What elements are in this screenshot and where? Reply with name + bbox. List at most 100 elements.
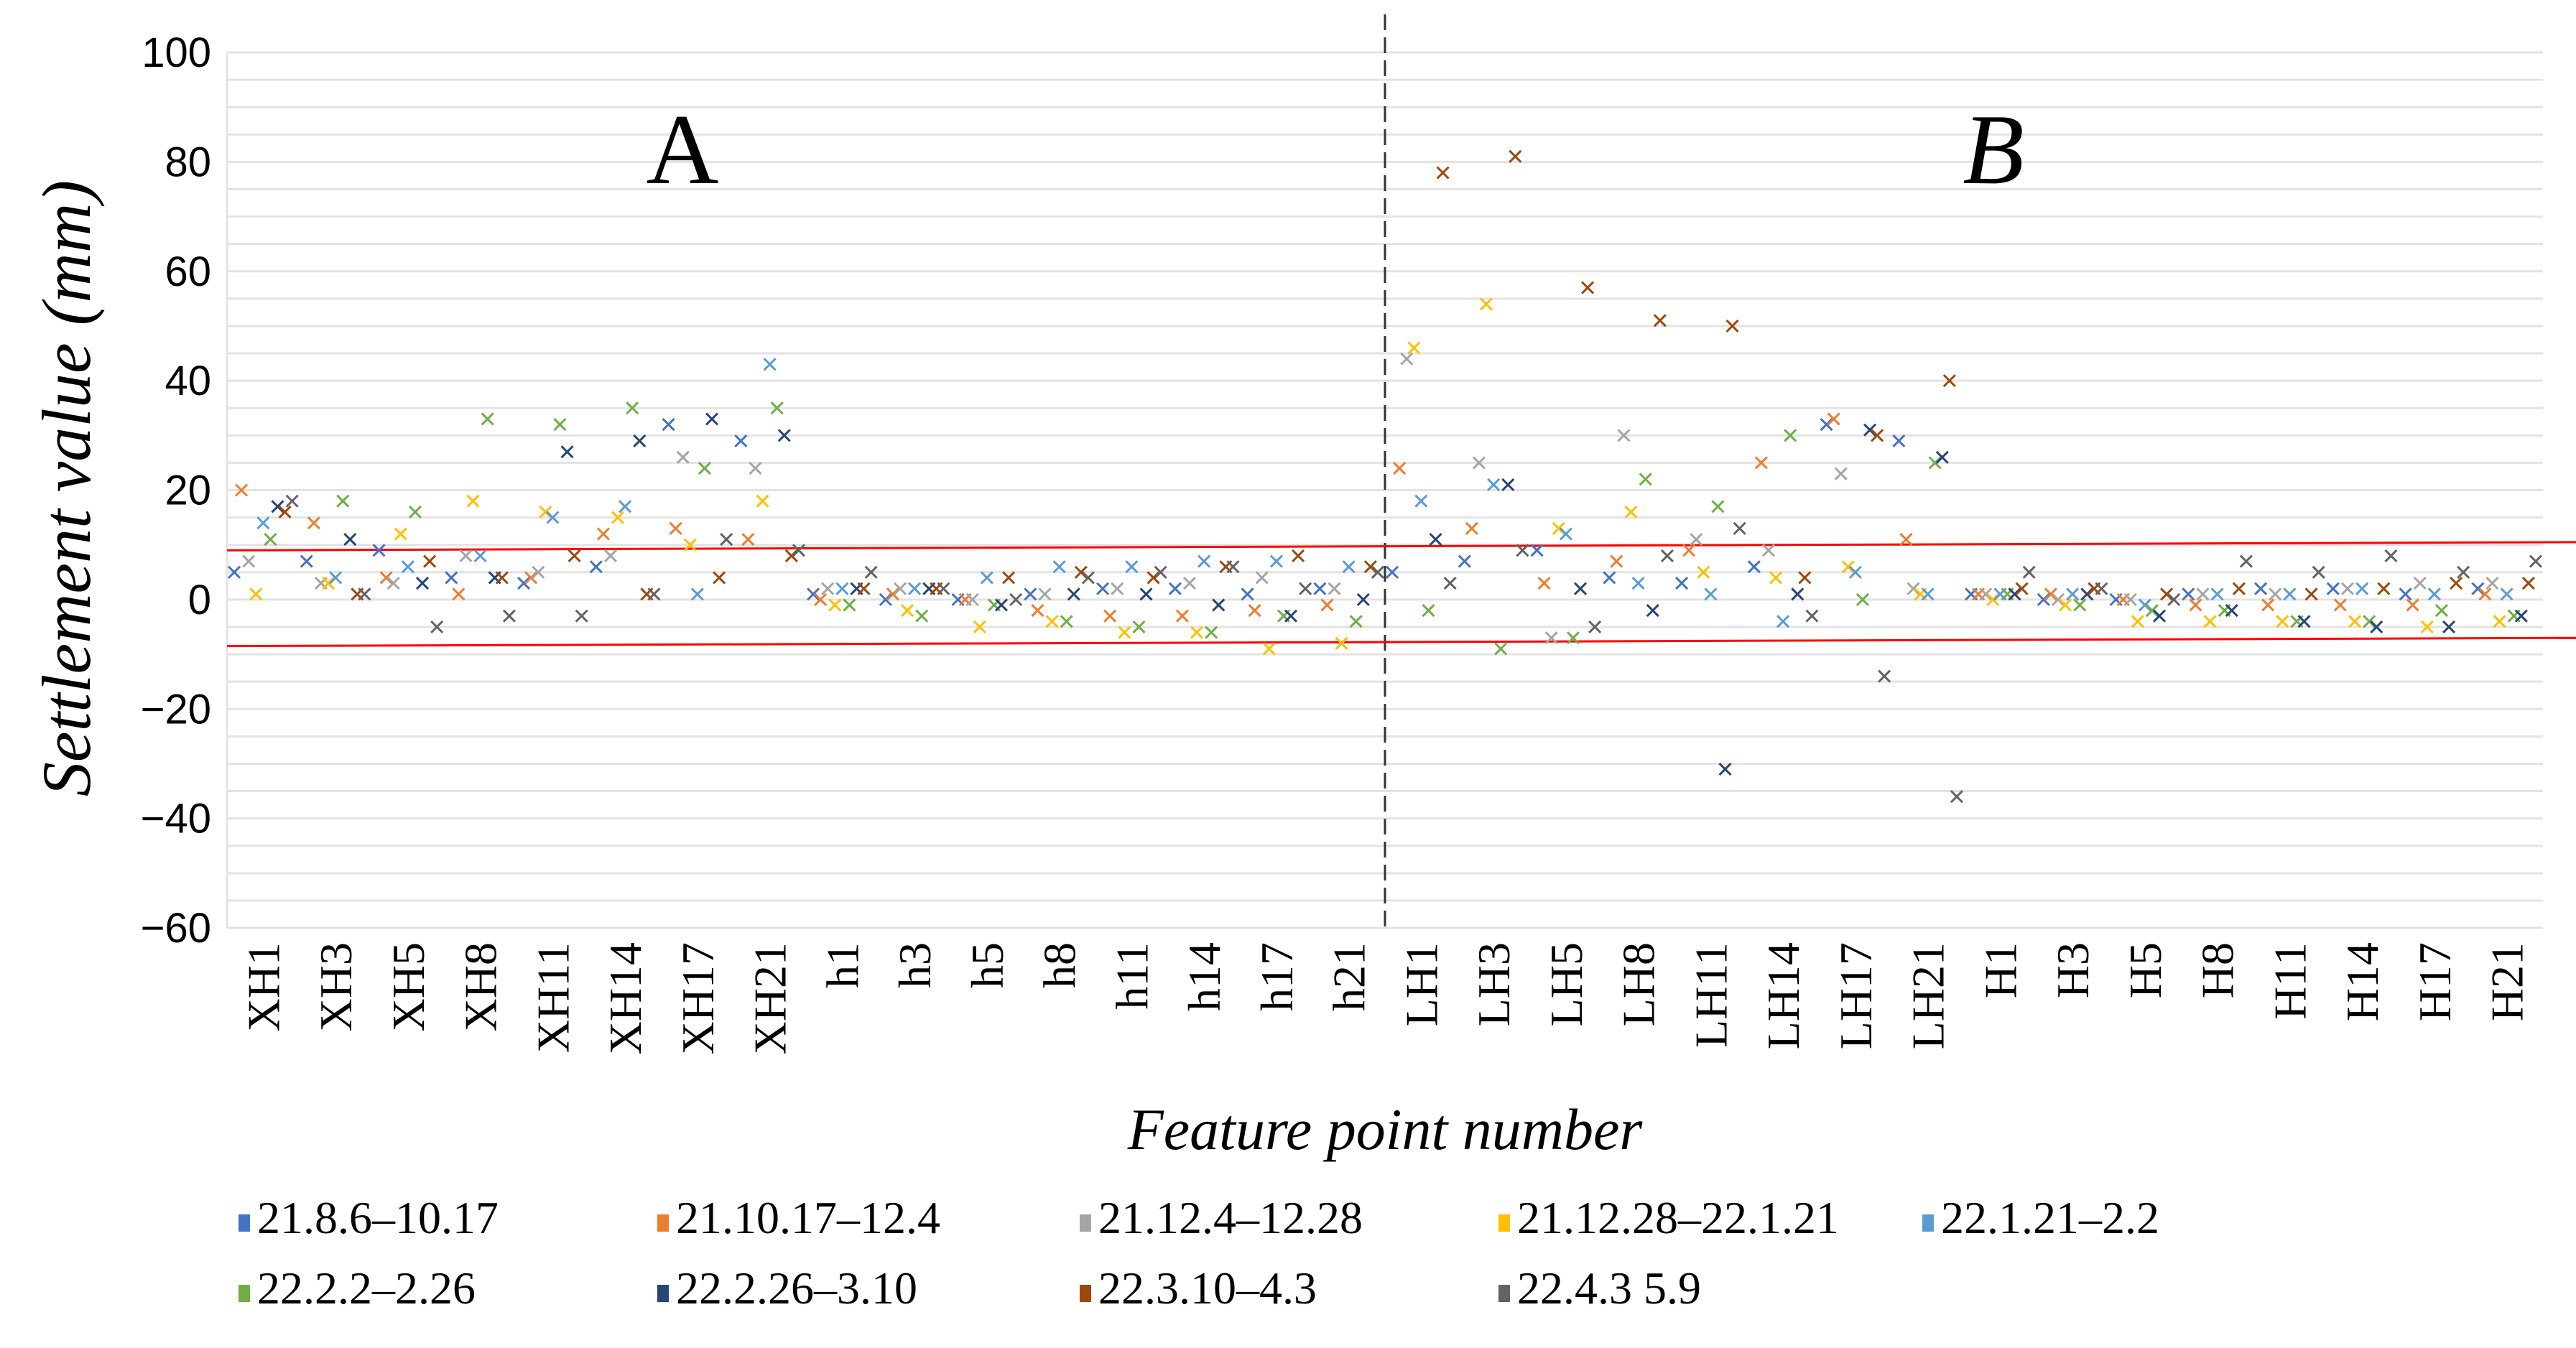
x-marker-icon [1855,592,1870,606]
data-point [1168,582,1182,595]
x-marker-icon [1197,554,1211,568]
data-point [336,494,350,508]
x-marker-icon [1436,166,1450,180]
data-point [307,516,320,530]
x-marker-icon [1573,582,1588,595]
x-marker-icon [814,592,828,606]
x-marker-icon [1805,609,1819,623]
data-point [2008,587,2021,601]
x-marker-icon [980,571,993,585]
x-marker-icon [1248,604,1261,618]
x-marker-icon [1284,609,1298,623]
x-marker-icon [1371,565,1384,579]
data-point [611,511,625,524]
x-marker-icon [452,587,465,601]
data-point [915,609,929,623]
data-point [814,592,828,606]
data-point [857,582,871,595]
data-point [1617,429,1631,442]
x-marker-icon [1646,604,1659,618]
data-point [1356,592,1370,606]
x-category-label: H8 [2192,942,2243,998]
x-marker-icon [1682,544,1696,557]
data-point [2304,587,2318,601]
x-marker-icon [1422,604,1435,618]
data-point [2123,592,2137,606]
data-point [1458,554,1471,568]
x-marker-icon [2450,576,2463,590]
x-marker-icon [1342,560,1356,574]
data-point [1761,544,1776,557]
data-point [242,554,256,568]
data-point [683,538,697,552]
data-point [1146,571,1160,585]
x-marker-icon [502,609,516,623]
x-marker-icon [1241,587,1254,601]
data-point [1393,461,1407,475]
x-marker-icon [2160,587,2174,601]
legend-item: 22.2.26–3.10 [657,1263,917,1314]
x-marker-icon [698,461,712,475]
x-marker-icon [1899,533,1913,547]
x-marker-icon [1458,554,1471,568]
x-marker-icon [386,576,400,590]
x-marker-icon [495,571,509,585]
x-marker-icon [1111,582,1124,595]
x-marker-icon [2304,587,2318,601]
x-category-label: H1 [1975,942,2026,998]
x-marker-icon [459,549,473,562]
x-category-label: h14 [1179,942,1230,1011]
x-marker-icon [1624,505,1638,519]
region-label-b: B [1963,94,2024,205]
data-point [2478,587,2492,601]
x-marker-icon [1212,598,1226,612]
data-point [1791,587,1804,601]
x-marker-icon [1038,587,1052,601]
x-marker-icon [329,571,343,585]
data-point [1559,527,1572,541]
x-marker-icon [1631,576,1645,590]
x-marker-icon [1935,450,1949,464]
x-marker-icon [1356,592,1370,606]
x-marker-icon [1537,576,1551,590]
data-point [1182,576,1197,590]
x-marker-icon [662,418,675,432]
data-point [2015,582,2029,595]
data-point [1530,544,1544,557]
data-point [430,620,444,634]
x-marker-icon [676,450,690,464]
x-marker-icon [343,533,357,547]
x-marker-icon [271,500,284,513]
x-marker-icon [2044,587,2057,601]
data-point [1848,565,1862,579]
data-point [1371,565,1384,579]
x-marker-icon [2493,615,2506,628]
x-category-label: h1 [817,942,868,988]
x-marker-icon [2399,587,2412,601]
x-marker-icon [1776,615,1790,628]
data-point [473,549,487,562]
data-point [1479,297,1493,311]
x-marker-icon [1487,478,1501,491]
x-marker-icon [1328,582,1341,595]
x-marker-icon [1465,521,1478,535]
x-marker-icon [2210,587,2224,601]
data-point [567,549,581,562]
legend-item: 22.4.3 5.9 [1498,1263,1701,1314]
x-marker-icon [2037,592,2050,606]
legend-label: 22.4.3 5.9 [1517,1263,1701,1314]
x-marker-icon [1747,560,1761,574]
x-marker-icon [1096,582,1110,595]
legend-label: 21.8.6–10.17 [257,1192,499,1243]
x-category-label: H3 [2047,942,2098,998]
x-marker-icon [2521,576,2535,590]
x-marker-icon [879,592,892,606]
x-marker-icon [1834,467,1848,480]
data-point [249,587,263,601]
x-marker-icon [1393,461,1407,475]
data-point [372,544,386,557]
x-marker-icon [2167,592,2181,606]
data-point [1892,434,1906,447]
data-point [1769,571,1783,585]
x-marker-icon [575,609,588,623]
